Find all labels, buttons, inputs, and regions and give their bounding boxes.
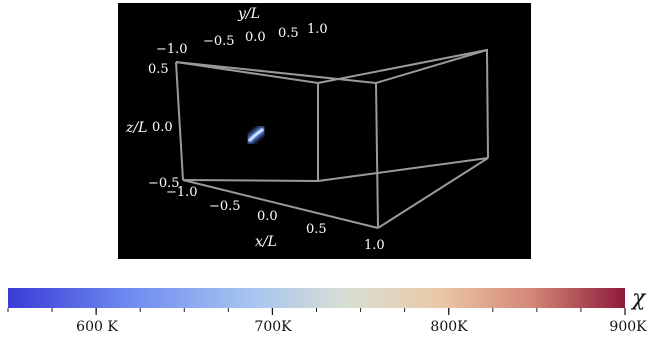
x-axis-label: x/L <box>255 234 277 250</box>
box-top-front <box>175 61 377 84</box>
y-axis-label: y/L <box>237 6 260 22</box>
colorbar-symbol: χ <box>630 286 647 311</box>
z-tick-label: 0.5 <box>148 62 169 77</box>
box-bottom-back <box>182 179 319 182</box>
plot-panel <box>118 3 531 259</box>
colorbar-tick-label: 900K <box>609 319 647 335</box>
x-tick-label: 0.0 <box>257 209 278 224</box>
box-front-vertical <box>375 82 379 229</box>
x-tick-label: 0.5 <box>306 222 327 237</box>
box-back-bottom <box>317 157 489 182</box>
z-tick-label: 0.0 <box>152 120 173 135</box>
helix-structure <box>245 125 267 145</box>
y-tick-label: 0.5 <box>278 26 299 41</box>
colorbar-tick-label: 600 K <box>76 319 118 335</box>
y-tick-label: 0.0 <box>245 30 266 45</box>
x-tick-label: 1.0 <box>364 238 385 253</box>
y-tick-label: −0.5 <box>203 34 235 49</box>
y-tick-label: 1.0 <box>307 22 328 37</box>
box-back-edges <box>175 48 489 159</box>
box-bottom-right <box>377 157 489 229</box>
box-bottom-front <box>182 179 379 229</box>
colorbar-tick-label: 800K <box>430 319 468 335</box>
y-tick-label: −1.0 <box>156 42 188 57</box>
z-tick-label: −0.5 <box>148 176 180 191</box>
colorbar <box>8 288 625 308</box>
bounding-box <box>175 48 489 229</box>
colorbar-minor-ticks <box>7 308 626 312</box>
x-tick-label: −0.5 <box>209 199 241 214</box>
box-left-vertical <box>175 61 184 181</box>
helix-core <box>249 129 263 141</box>
colorbar-major-ticks <box>95 308 626 315</box>
colorbar-tick-label: 700K <box>254 319 292 335</box>
box-top-right <box>375 49 488 84</box>
x-tick-label: −1.0 <box>166 185 198 200</box>
z-axis-label: z/L <box>125 120 147 136</box>
